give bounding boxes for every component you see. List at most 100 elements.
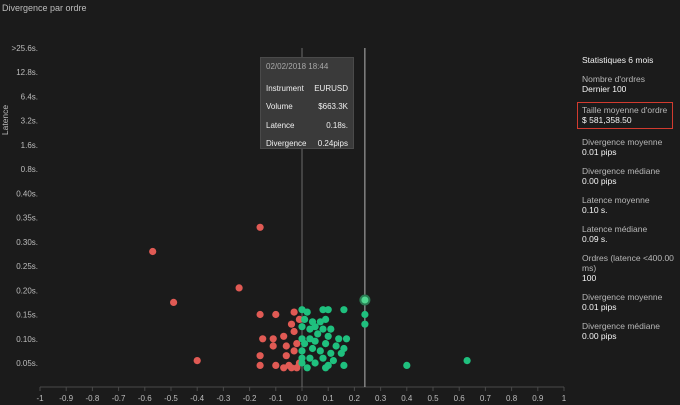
negative-divergence-point[interactable] xyxy=(272,361,280,369)
stat-label: Divergence moyenne xyxy=(582,137,663,147)
negative-divergence-point[interactable] xyxy=(193,357,201,365)
negative-divergence-point[interactable] xyxy=(256,310,264,319)
positive-divergence-point[interactable] xyxy=(327,349,335,357)
positive-divergence-point[interactable] xyxy=(324,332,332,340)
positive-divergence-point[interactable] xyxy=(403,361,411,369)
positive-divergence-point[interactable] xyxy=(316,347,324,355)
negative-divergence-point[interactable] xyxy=(290,308,298,316)
positive-divergence-point[interactable] xyxy=(298,359,306,367)
negative-divergence-point[interactable] xyxy=(287,320,296,328)
positive-divergence-point[interactable] xyxy=(335,335,343,343)
y-tick-label: 0.20s. xyxy=(16,286,38,295)
positive-divergence-point[interactable] xyxy=(319,354,327,362)
positive-divergence-point[interactable] xyxy=(463,357,471,365)
negative-divergence-point[interactable] xyxy=(290,327,298,336)
stat-average-latency: Latence moyenne 0.10 s. xyxy=(582,195,676,216)
negative-divergence-point[interactable] xyxy=(287,364,296,372)
x-tick-label: -0.6 xyxy=(138,394,152,403)
negative-divergence-point[interactable] xyxy=(256,352,264,360)
stat-median-divergence-filtered: Divergence médiane 0.00 pips xyxy=(582,321,676,342)
negative-divergence-point[interactable] xyxy=(282,342,290,350)
y-tick-label: 3.2s. xyxy=(21,117,38,126)
negative-divergence-point[interactable] xyxy=(280,364,288,372)
negative-divergence-point[interactable] xyxy=(269,335,277,343)
selected-order-point[interactable] xyxy=(359,294,371,306)
positive-divergence-point[interactable] xyxy=(311,359,319,367)
x-tick-label: -0.1 xyxy=(269,394,283,403)
stats-title: Statistiques 6 mois xyxy=(582,55,654,65)
negative-divergence-point[interactable] xyxy=(272,310,280,319)
negative-divergence-point[interactable] xyxy=(170,298,178,306)
positive-divergence-point[interactable] xyxy=(303,308,311,316)
positive-divergence-point[interactable] xyxy=(298,323,306,331)
tooltip-label: Divergence xyxy=(266,139,307,149)
negative-divergence-point[interactable] xyxy=(290,347,298,355)
positive-divergence-point[interactable] xyxy=(322,315,330,323)
data-tooltip: 02/02/2018 18:44 Instrument EURUSD Volum… xyxy=(260,57,354,149)
stat-average-order-size: Taille moyenne d'ordre $ 581,358.50 xyxy=(577,102,673,129)
positive-divergence-point[interactable] xyxy=(337,349,345,357)
positive-divergence-point[interactable] xyxy=(322,364,330,372)
stat-label: Latence moyenne xyxy=(582,195,650,205)
negative-divergence-point[interactable] xyxy=(293,340,301,348)
positive-divergence-point[interactable] xyxy=(319,325,327,333)
x-tick-label: 0.3 xyxy=(375,394,387,403)
positive-divergence-point[interactable] xyxy=(311,323,319,331)
negative-divergence-point[interactable] xyxy=(259,335,267,343)
positive-divergence-point[interactable] xyxy=(298,347,306,355)
negative-divergence-point[interactable] xyxy=(293,364,301,372)
x-tick-label: -0.4 xyxy=(190,394,204,403)
y-tick-label: 12.8s. xyxy=(16,68,38,77)
negative-divergence-point[interactable] xyxy=(280,332,288,340)
positive-divergence-point[interactable] xyxy=(340,306,348,314)
stat-label: Latence médiane xyxy=(582,224,648,234)
y-tick-label: 0.10s. xyxy=(16,335,38,344)
positive-divergence-point[interactable] xyxy=(340,361,348,369)
stat-value: 100 xyxy=(582,273,597,283)
stat-value: 0.09 s. xyxy=(582,234,608,244)
positive-divergence-point[interactable] xyxy=(311,337,319,345)
stat-label: Divergence médiane xyxy=(582,166,660,176)
stat-label: Nombre d'ordres xyxy=(582,74,646,84)
tooltip-value: $663.3K xyxy=(318,102,348,112)
negative-divergence-point[interactable] xyxy=(256,361,264,369)
negative-divergence-point[interactable] xyxy=(256,223,264,231)
negative-divergence-point[interactable] xyxy=(235,284,243,292)
x-tick-label: -0.9 xyxy=(59,394,73,403)
x-tick-label: -0.3 xyxy=(217,394,231,403)
stat-average-divergence: Divergence moyenne 0.01 pips xyxy=(582,137,676,158)
y-tick-label: 0.15s. xyxy=(16,311,38,320)
stat-label: Divergence moyenne xyxy=(582,292,663,302)
positive-divergence-point[interactable] xyxy=(306,354,314,362)
positive-divergence-point[interactable] xyxy=(327,325,335,333)
positive-divergence-point[interactable] xyxy=(329,357,337,365)
y-tick-label: 6.4s. xyxy=(21,92,38,101)
positive-divergence-point[interactable] xyxy=(361,310,369,319)
positive-divergence-point[interactable] xyxy=(314,330,322,338)
x-tick-label: -0.2 xyxy=(243,394,257,403)
tooltip-label: Volume xyxy=(266,102,293,112)
y-tick-label: >25.6s. xyxy=(12,44,38,53)
positive-divergence-point[interactable] xyxy=(361,320,369,328)
positive-divergence-point[interactable] xyxy=(301,340,309,348)
positive-divergence-point[interactable] xyxy=(342,335,351,343)
x-tick-label: 0.5 xyxy=(427,394,439,403)
stat-label: Ordres (latence <400.00 ms) xyxy=(582,253,674,273)
negative-divergence-point[interactable] xyxy=(149,247,157,256)
stat-value: Dernier 100 xyxy=(582,84,627,94)
positive-divergence-point[interactable] xyxy=(303,364,311,372)
tooltip-row-instrument: Instrument EURUSD xyxy=(261,79,353,98)
positive-divergence-point[interactable] xyxy=(319,306,327,314)
negative-divergence-point[interactable] xyxy=(295,315,303,323)
positive-divergence-point[interactable] xyxy=(332,342,340,350)
negative-divergence-point[interactable] xyxy=(269,342,277,350)
negative-divergence-point[interactable] xyxy=(282,352,290,360)
stat-value: $ 581,358.50 xyxy=(582,115,632,125)
positive-divergence-point[interactable] xyxy=(324,306,332,314)
positive-divergence-point[interactable] xyxy=(301,315,309,323)
y-tick-label: 0.40s. xyxy=(16,189,38,198)
stat-value: 0.01 pips xyxy=(582,302,617,312)
y-tick-label: 0.30s. xyxy=(16,238,38,247)
positive-divergence-point[interactable] xyxy=(322,340,330,348)
positive-divergence-point[interactable] xyxy=(308,344,317,353)
